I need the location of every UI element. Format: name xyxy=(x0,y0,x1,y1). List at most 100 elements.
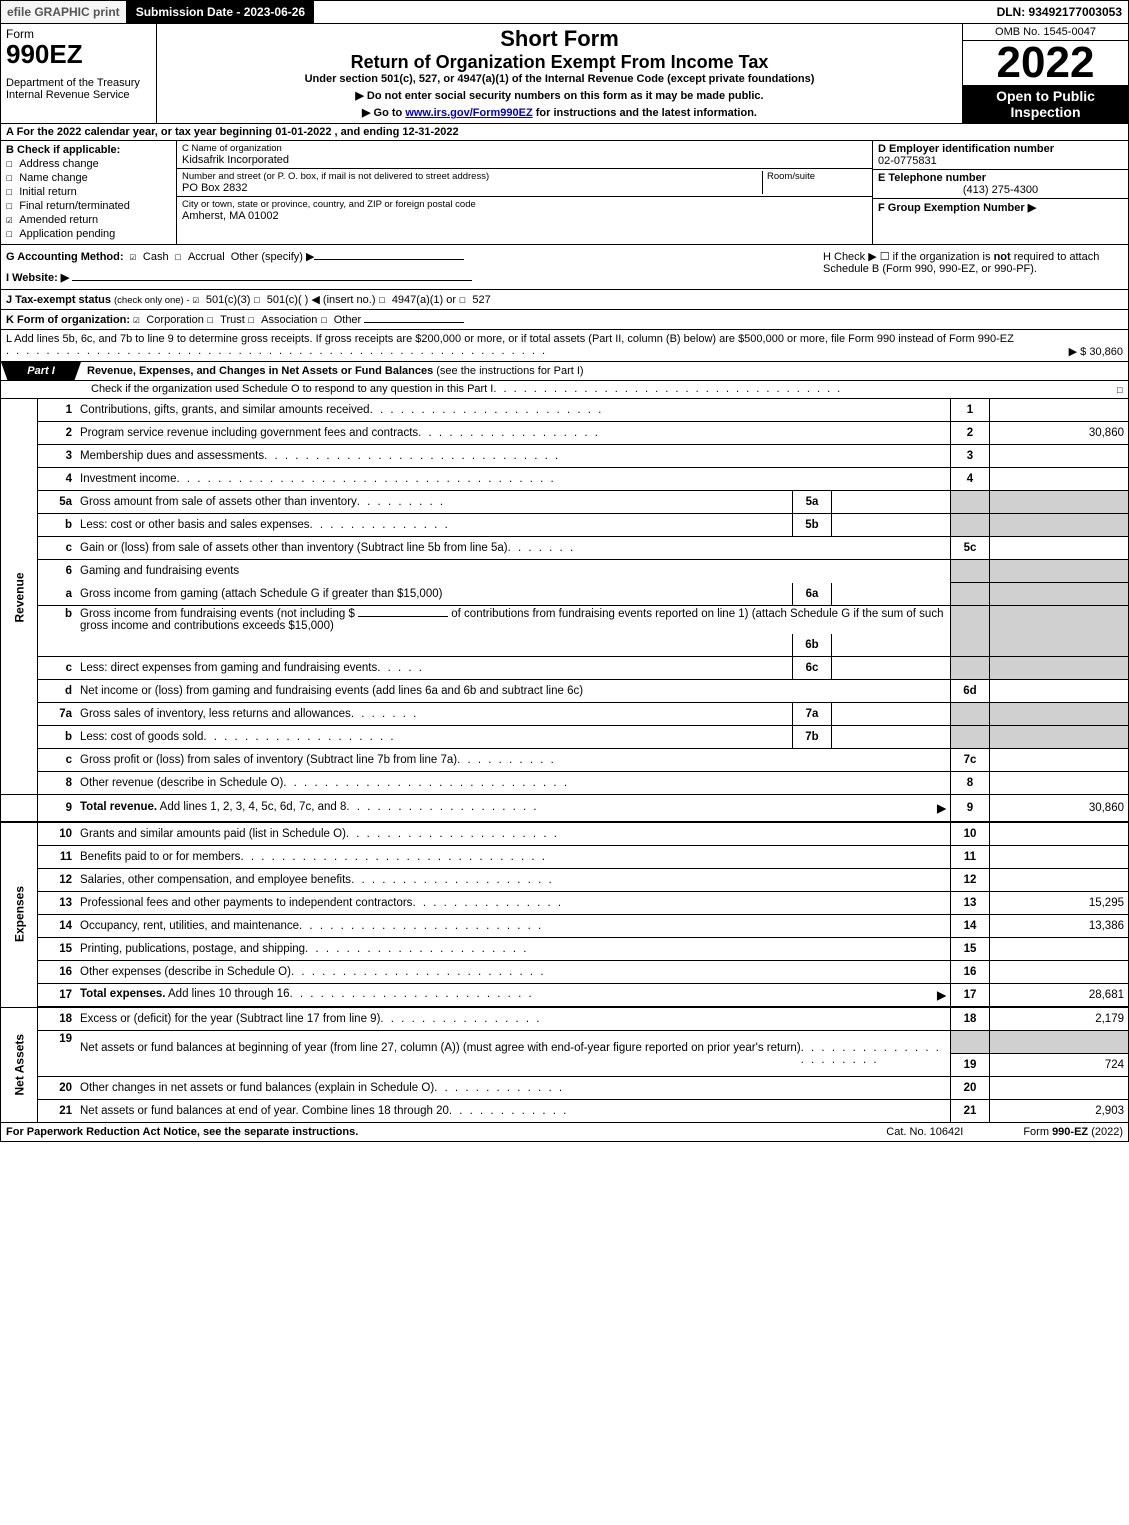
line-6c-desc: Less: direct expenses from gaming and fu… xyxy=(80,662,377,674)
line-6b-desc1: Gross income from fundraising events (no… xyxy=(80,608,355,620)
line-17-desc: Add lines 10 through 16 xyxy=(165,988,289,1000)
subval-6a xyxy=(832,583,951,606)
k-other-line[interactable] xyxy=(364,322,464,323)
amt-6c-shade xyxy=(990,657,1129,680)
d-label: D Employer identification number xyxy=(878,143,1054,155)
footer: For Paperwork Reduction Act Notice, see … xyxy=(0,1123,1129,1142)
chk-4947[interactable]: ☐ xyxy=(379,293,392,306)
box-6b-shade xyxy=(951,606,990,657)
line-6b-blank[interactable] xyxy=(358,616,448,617)
website-line[interactable] xyxy=(72,280,472,281)
c-name-label: C Name of organization xyxy=(182,143,867,154)
sub-7a: 7a xyxy=(793,703,832,726)
amt-7b-shade xyxy=(990,726,1129,749)
top-bar: efile GRAPHIC print Submission Date - 20… xyxy=(0,0,1129,24)
line-10-desc: Grants and similar amounts paid (list in… xyxy=(80,828,346,840)
chk-other-org[interactable]: ☐ xyxy=(320,313,333,326)
f-label: F Group Exemption Number ▶ xyxy=(878,202,1036,214)
irs-link[interactable]: www.irs.gov/Form990EZ xyxy=(405,107,532,119)
ln-6c: c xyxy=(38,657,77,680)
line-6d-desc: Net income or (loss) from gaming and fun… xyxy=(80,685,583,697)
org-city: Amherst, MA 01002 xyxy=(182,210,867,222)
line-8-desc: Other revenue (describe in Schedule O) xyxy=(80,777,283,789)
chk-application-pending[interactable]: ☐ Application pending xyxy=(6,227,171,240)
box-16: 16 xyxy=(951,961,990,984)
line-21-desc: Net assets or fund balances at end of ye… xyxy=(80,1105,449,1117)
ln-10: 10 xyxy=(38,822,77,846)
submission-date-button[interactable]: Submission Date - 2023-06-26 xyxy=(128,1,314,23)
c-street-block: Number and street (or P. O. box, if mail… xyxy=(177,169,872,197)
col-def: D Employer identification number 02-0775… xyxy=(872,141,1128,244)
chk-initial-return[interactable]: ☐ Initial return xyxy=(6,185,171,198)
chk-501c[interactable]: ☐ xyxy=(254,293,267,306)
line-11-desc: Benefits paid to or for members xyxy=(80,851,240,863)
line-5c-desc: Gain or (loss) from sale of assets other… xyxy=(80,542,508,554)
chk-final-return[interactable]: ☐ Final return/terminated xyxy=(6,199,171,212)
chk-association[interactable]: ☐ xyxy=(248,313,261,326)
chk-accrual[interactable]: ☐ xyxy=(175,250,188,263)
amt-1 xyxy=(990,399,1129,422)
box-11: 11 xyxy=(951,846,990,869)
chk-527[interactable]: ☐ xyxy=(459,293,472,306)
sub-6b: 6b xyxy=(793,634,832,657)
subval-6c xyxy=(832,657,951,680)
box-18: 18 xyxy=(951,1007,990,1031)
amt-17: 28,681 xyxy=(990,984,1129,1008)
amt-2: 30,860 xyxy=(990,422,1129,445)
row-a-tax-year: A For the 2022 calendar year, or tax yea… xyxy=(0,124,1129,141)
line-4-desc: Investment income xyxy=(80,473,177,485)
ln-21: 21 xyxy=(38,1100,77,1123)
part1-paren: (see the instructions for Part I) xyxy=(436,365,583,377)
amt-5c xyxy=(990,537,1129,560)
col-b-checkboxes: B Check if applicable: ☐ Address change … xyxy=(1,141,177,244)
amt-12 xyxy=(990,869,1129,892)
amt-4 xyxy=(990,468,1129,491)
sidebar-revenue: Revenue xyxy=(1,399,38,795)
sub-7b: 7b xyxy=(793,726,832,749)
l-amount: ▶ $ 30,860 xyxy=(1061,345,1123,358)
chk-schedule-o[interactable]: ☐ xyxy=(1116,383,1123,396)
open-to-public: Open to Public Inspection xyxy=(963,85,1128,123)
line-5b-desc: Less: cost or other basis and sales expe… xyxy=(80,519,310,531)
line-5a-desc: Gross amount from sale of assets other t… xyxy=(80,496,357,508)
ein-value: 02-0775831 xyxy=(878,155,937,167)
line-7a-desc: Gross sales of inventory, less returns a… xyxy=(80,708,351,720)
box-20: 20 xyxy=(951,1077,990,1100)
box-17: 17 xyxy=(951,984,990,1008)
ln-6d: d xyxy=(38,680,77,703)
ln-17: 17 xyxy=(38,984,77,1008)
sidebar-revenue-end xyxy=(1,795,38,823)
line-14-desc: Occupancy, rent, utilities, and maintena… xyxy=(80,920,299,932)
ln-20: 20 xyxy=(38,1077,77,1100)
amt-7c xyxy=(990,749,1129,772)
j-label: J Tax-exempt status xyxy=(6,294,111,306)
subval-6b xyxy=(832,634,951,657)
part1-tab: Part I xyxy=(1,362,81,380)
efile-print-button[interactable]: efile GRAPHIC print xyxy=(1,1,128,23)
box-6d: 6d xyxy=(951,680,990,703)
line-9-desc: Add lines 1, 2, 3, 4, 5c, 6d, 7c, and 8 xyxy=(157,801,346,813)
chk-amended-return[interactable]: ☑ Amended return xyxy=(6,213,171,226)
g-label: G Accounting Method: xyxy=(6,251,124,263)
chk-name-change[interactable]: ☐ Name change xyxy=(6,171,171,184)
amt-7a-shade xyxy=(990,703,1129,726)
g-accounting: G Accounting Method: ☑ Cash ☐ Accrual Ot… xyxy=(1,245,818,289)
ln-5a: 5a xyxy=(38,491,77,514)
arrow-icon: ▶ xyxy=(937,988,946,1002)
subval-5b xyxy=(832,514,951,537)
box-12: 12 xyxy=(951,869,990,892)
chk-cash[interactable]: ☑ xyxy=(130,250,143,263)
chk-corporation[interactable]: ☑ xyxy=(133,313,146,326)
schedule-o-row: Check if the organization used Schedule … xyxy=(0,381,1129,399)
amt-6-shade xyxy=(990,560,1129,583)
chk-trust[interactable]: ☐ xyxy=(207,313,220,326)
e-phone-block: E Telephone number (413) 275-4300 xyxy=(873,170,1128,199)
amt-5a-shade xyxy=(990,491,1129,514)
box-3: 3 xyxy=(951,445,990,468)
box-8: 8 xyxy=(951,772,990,795)
part1-title: Revenue, Expenses, and Changes in Net As… xyxy=(87,365,433,377)
chk-501c3[interactable]: ☑ xyxy=(193,293,206,306)
g-other-line[interactable] xyxy=(314,259,464,260)
chk-address-change[interactable]: ☐ Address change xyxy=(6,157,171,170)
amt-19: 724 xyxy=(990,1054,1129,1077)
